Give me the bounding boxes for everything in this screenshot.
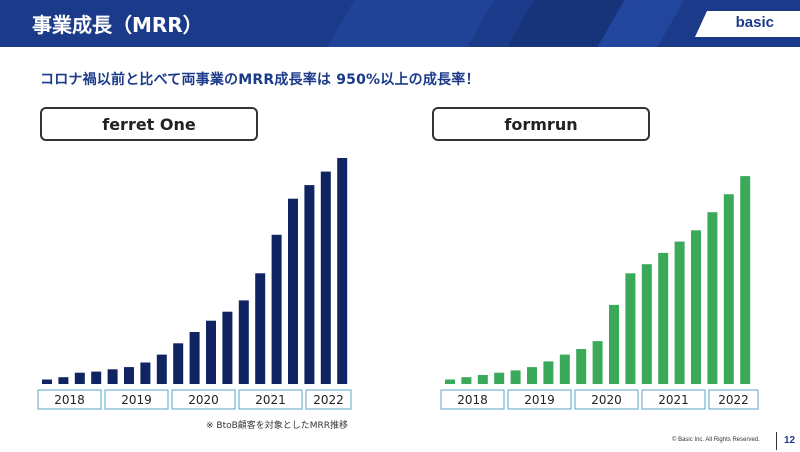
bar	[74, 372, 85, 384]
bar	[337, 158, 348, 384]
bar	[206, 320, 216, 384]
bar	[477, 375, 488, 384]
bar	[156, 354, 167, 384]
year-label: 2021	[658, 393, 689, 407]
bar	[320, 171, 331, 384]
bar	[723, 194, 734, 384]
year-box	[171, 389, 236, 410]
footnote: ※ BtoB顧客を対象としたMRR推移	[206, 421, 349, 431]
year-label: 2022	[718, 393, 749, 407]
bar	[173, 343, 184, 384]
brand-logo: basic	[735, 14, 774, 31]
bar	[707, 212, 718, 384]
chart-title-formrun: formrun	[432, 107, 650, 141]
year-label: 2022	[313, 393, 344, 407]
chart-title-ferret-one: ferret One	[40, 107, 258, 141]
ferret-one-chart: 2018 2019 2020 2021 2022	[37, 158, 352, 410]
page-number: 12	[784, 435, 796, 446]
bar	[609, 304, 619, 384]
bar	[625, 273, 636, 384]
bar	[559, 354, 570, 384]
bar	[91, 371, 102, 384]
copyright: © Basic Inc. All Rights Reserved.	[672, 437, 760, 443]
bar	[288, 198, 298, 384]
bar	[189, 332, 200, 384]
bar	[238, 300, 249, 384]
bar	[124, 367, 134, 384]
bar	[107, 369, 118, 384]
year-box	[574, 389, 639, 410]
bar	[691, 230, 701, 384]
headline: コロナ禍以前と比べて両事業のMRR成長率は 950%以上の成長率！	[40, 72, 480, 88]
year-box	[104, 389, 169, 410]
bar	[641, 264, 652, 384]
bar	[494, 372, 505, 384]
year-box	[641, 389, 706, 410]
bar	[58, 377, 69, 384]
page-title: 事業成長（MRR）	[32, 13, 203, 37]
year-label: 2021	[255, 393, 286, 407]
bar	[42, 379, 52, 384]
year-label: 2020	[188, 393, 219, 407]
year-label: 2019	[121, 393, 152, 407]
year-box	[37, 389, 102, 410]
formrun-chart: 2018 2019 2020 2021 2022	[440, 176, 759, 410]
year-box	[708, 389, 759, 410]
bar	[740, 176, 751, 384]
year-label: 2020	[591, 393, 622, 407]
bar	[222, 311, 233, 384]
bar	[543, 361, 554, 384]
header-bar: 事業成長（MRR） basic	[0, 0, 800, 47]
year-label: 2019	[524, 393, 555, 407]
bar	[576, 349, 587, 384]
bar	[461, 377, 472, 384]
bar	[304, 185, 315, 384]
bar	[140, 362, 151, 384]
year-label: 2018	[457, 393, 488, 407]
bar	[658, 252, 669, 384]
year-box	[440, 389, 505, 410]
bar	[674, 241, 685, 384]
year-box	[305, 389, 352, 410]
brand-tab	[695, 11, 800, 37]
bar	[510, 370, 521, 384]
year-label: 2018	[54, 393, 85, 407]
bar	[255, 273, 266, 384]
bar	[271, 234, 282, 384]
year-box	[507, 389, 572, 410]
bar	[592, 341, 603, 384]
bar	[445, 379, 455, 384]
bar	[527, 367, 537, 384]
year-box	[238, 389, 303, 410]
footer-divider	[776, 432, 777, 450]
